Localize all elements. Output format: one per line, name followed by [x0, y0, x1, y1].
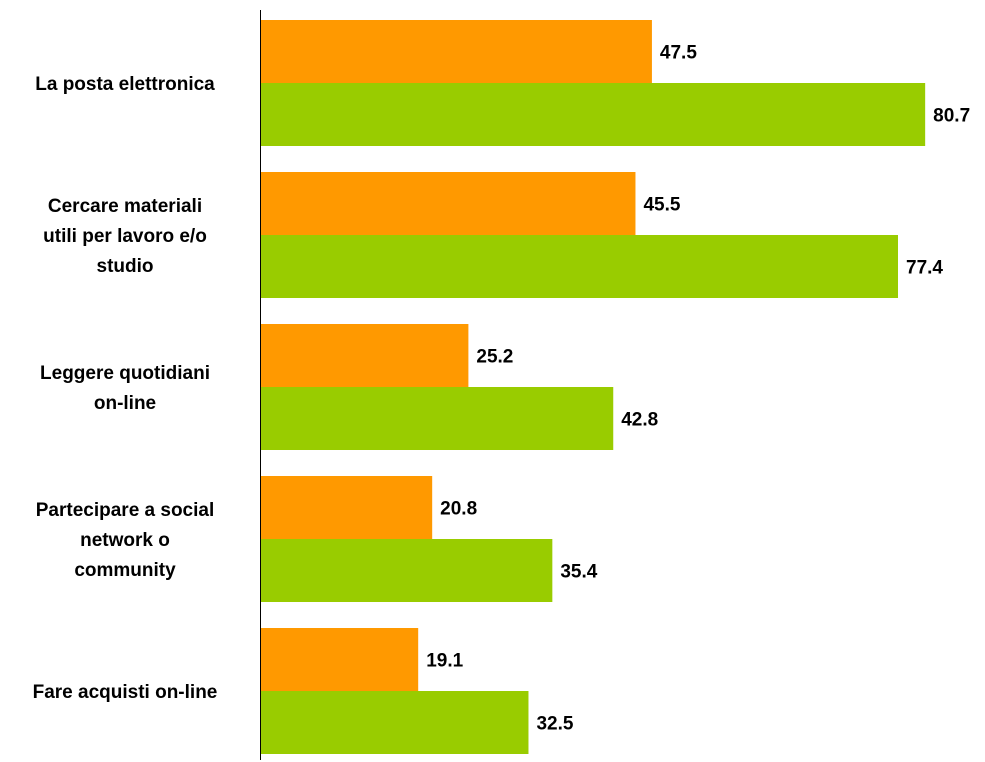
bar-series-0-cat-0	[261, 20, 652, 83]
category-label-2-line-1: on-line	[94, 393, 156, 414]
category-label-4-line-0: Fare acquisti on-line	[33, 682, 218, 703]
bar-series-1-cat-4	[261, 691, 529, 754]
value-label-series-0-cat-3: 20.8	[440, 499, 477, 520]
value-labels-layer: 47.5 80.7 45.5 77.4 25.2 42.8 20.8 35.4 19.1 32.5	[426, 43, 970, 735]
category-label-3-line-1: network o	[80, 530, 170, 551]
bar-series-0-cat-2	[261, 324, 469, 387]
value-label-series-0-cat-4: 19.1	[426, 651, 463, 672]
value-label-series-1-cat-3: 35.4	[560, 562, 597, 583]
category-labels-layer: La posta elettronica Cercare materiali uti…	[33, 74, 218, 703]
category-label-1-line-2: studio	[97, 256, 154, 277]
bar-series-1-cat-3	[261, 539, 553, 602]
bar-series-1-cat-1	[261, 235, 899, 298]
bar-series-0-cat-4	[261, 628, 419, 691]
category-label-2-line-0: Leggere quotidiani	[40, 363, 210, 384]
bar-series-0-cat-3	[261, 476, 433, 539]
category-label-3-line-0: Partecipare a social	[36, 500, 215, 521]
value-label-series-0-cat-2: 25.2	[476, 347, 513, 368]
category-label-1-line-1: utili per lavoro e/o	[43, 226, 207, 247]
value-label-series-1-cat-1: 77.4	[906, 258, 943, 279]
category-label-0-line-0: La posta elettronica	[35, 74, 215, 95]
bar-series-0-cat-1	[261, 172, 636, 235]
bars-layer	[261, 20, 926, 754]
value-label-series-0-cat-0: 47.5	[660, 43, 697, 64]
value-label-series-1-cat-2: 42.8	[621, 410, 658, 431]
value-label-series-0-cat-1: 45.5	[643, 195, 680, 216]
value-label-series-1-cat-4: 32.5	[536, 714, 573, 735]
bar-series-1-cat-2	[261, 387, 614, 450]
value-label-series-1-cat-0: 80.7	[933, 106, 970, 127]
category-label-1-line-0: Cercare materiali	[48, 196, 202, 217]
category-label-3-line-2: community	[74, 560, 176, 581]
bar-series-1-cat-0	[261, 83, 926, 146]
